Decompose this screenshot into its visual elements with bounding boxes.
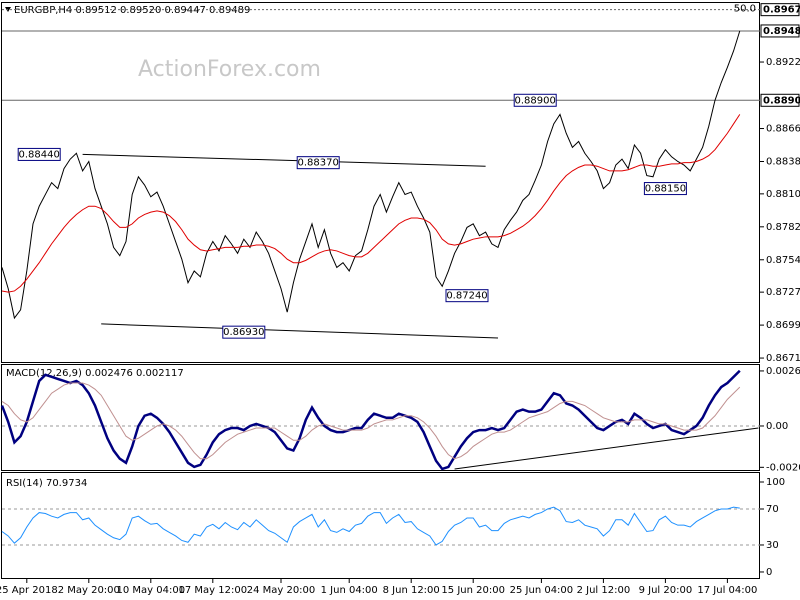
annotation-box (513, 93, 557, 107)
x-tick-label: 8 Jun 12:00 (383, 585, 440, 596)
x-tick-label: 2 Jul 12:00 (577, 585, 631, 596)
x-tick-label: 1 Jun 04:00 (321, 585, 378, 596)
annotation-box (643, 182, 687, 196)
y-tick-label: 0.00269 (766, 366, 800, 377)
series-line (1, 114, 741, 293)
x-tick-label: 17 Jul 04:00 (697, 585, 757, 596)
x-tick-label: 24 May 20:00 (247, 585, 316, 596)
macd-panel (1, 364, 760, 471)
x-tick-label: 17 May 12:00 (179, 585, 248, 596)
y-tick-label: 0.87545 (766, 255, 800, 266)
annotation-box (222, 325, 266, 339)
y-tick-label: 0.00 (766, 421, 788, 432)
y-tick-label: -0.00202 (766, 462, 800, 473)
annotation-label: 0.88150 (645, 184, 686, 195)
y-tick-label: 0 (766, 567, 772, 578)
annotation-box (445, 289, 489, 303)
series-line (1, 506, 740, 546)
y-tick-label: 100 (766, 477, 785, 488)
trendline (101, 323, 499, 339)
y-tick-label: 0.87825 (766, 222, 800, 233)
annotation-label: 0.88370 (298, 158, 339, 169)
level-label: 0.89489 (763, 26, 800, 37)
x-tick-label: 2 May 20:00 (58, 585, 120, 596)
trendline (82, 153, 486, 167)
x-tick-label: 25 Jun 04:00 (510, 585, 574, 596)
y-tick-label: 30 (766, 540, 779, 551)
level-note: 50.0 (734, 4, 756, 15)
level-box (760, 3, 800, 17)
level-label: 0.89670 (763, 5, 800, 16)
watermark: ActionForex.com (138, 57, 321, 82)
annotation-label: 0.86930 (223, 327, 264, 338)
x-tick-label: 9 Jul 20:00 (639, 585, 693, 596)
y-tick-label: 0.89225 (766, 57, 800, 68)
annotation-box (296, 156, 340, 170)
price-panel (1, 2, 760, 363)
level-box (760, 24, 800, 38)
chart-title: EURGBP,H4 0.89512 0.89520 0.89447 0.8948… (14, 5, 250, 16)
trendline (454, 427, 759, 470)
x-tick-label: 15 Jun 20:00 (441, 585, 505, 596)
annotation-label: 0.88900 (515, 95, 556, 106)
x-tick-label: 10 May 04:00 (117, 585, 186, 596)
series-line (1, 30, 741, 320)
series-line (1, 382, 741, 460)
rsi-title: RSI(14) 70.9734 (6, 478, 87, 489)
level-label: 0.88900 (763, 95, 800, 106)
y-tick-label: 0.88105 (766, 189, 800, 200)
y-tick-label: 70 (766, 504, 779, 515)
annotation-label: 0.88440 (19, 149, 60, 160)
macd-title: MACD(12,26,9) 0.002476 0.002117 (6, 368, 184, 379)
rsi-panel (1, 472, 760, 579)
level-box (760, 93, 800, 107)
annotation-label: 0.87240 (446, 291, 487, 302)
x-tick-label: 25 Apr 2018 (0, 585, 58, 596)
annotation-box (17, 147, 61, 161)
